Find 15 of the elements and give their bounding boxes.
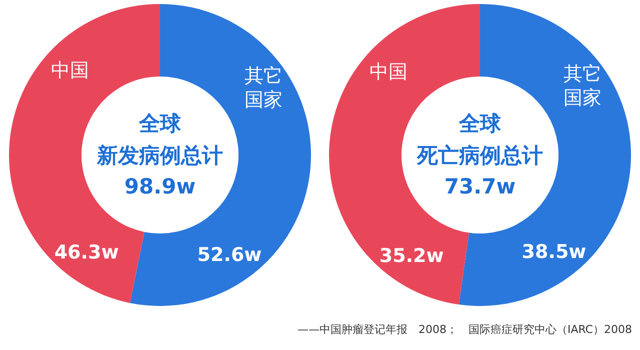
slice-label: 中国: [50, 60, 89, 82]
data-label: 52.6w: [197, 244, 262, 266]
text: ——中国肿瘤登记年报 2008； 国际癌症研究中心（IARC）2008: [297, 322, 632, 337]
text: 98.9w: [124, 174, 196, 198]
data-label: 38.5w: [522, 240, 586, 263]
text: 全球: [138, 111, 182, 136]
text: 死亡病例总计: [416, 143, 543, 168]
slice-label: 其它国家: [244, 64, 282, 111]
slice-label: 中国: [370, 61, 408, 84]
data-label: 46.3w: [54, 241, 119, 264]
text: 73.7w: [444, 174, 516, 198]
slice-label: 其它国家: [563, 63, 602, 110]
data-label: 35.2w: [379, 244, 444, 267]
text: 新发病例总计: [96, 143, 223, 168]
text: 全球: [458, 111, 502, 136]
